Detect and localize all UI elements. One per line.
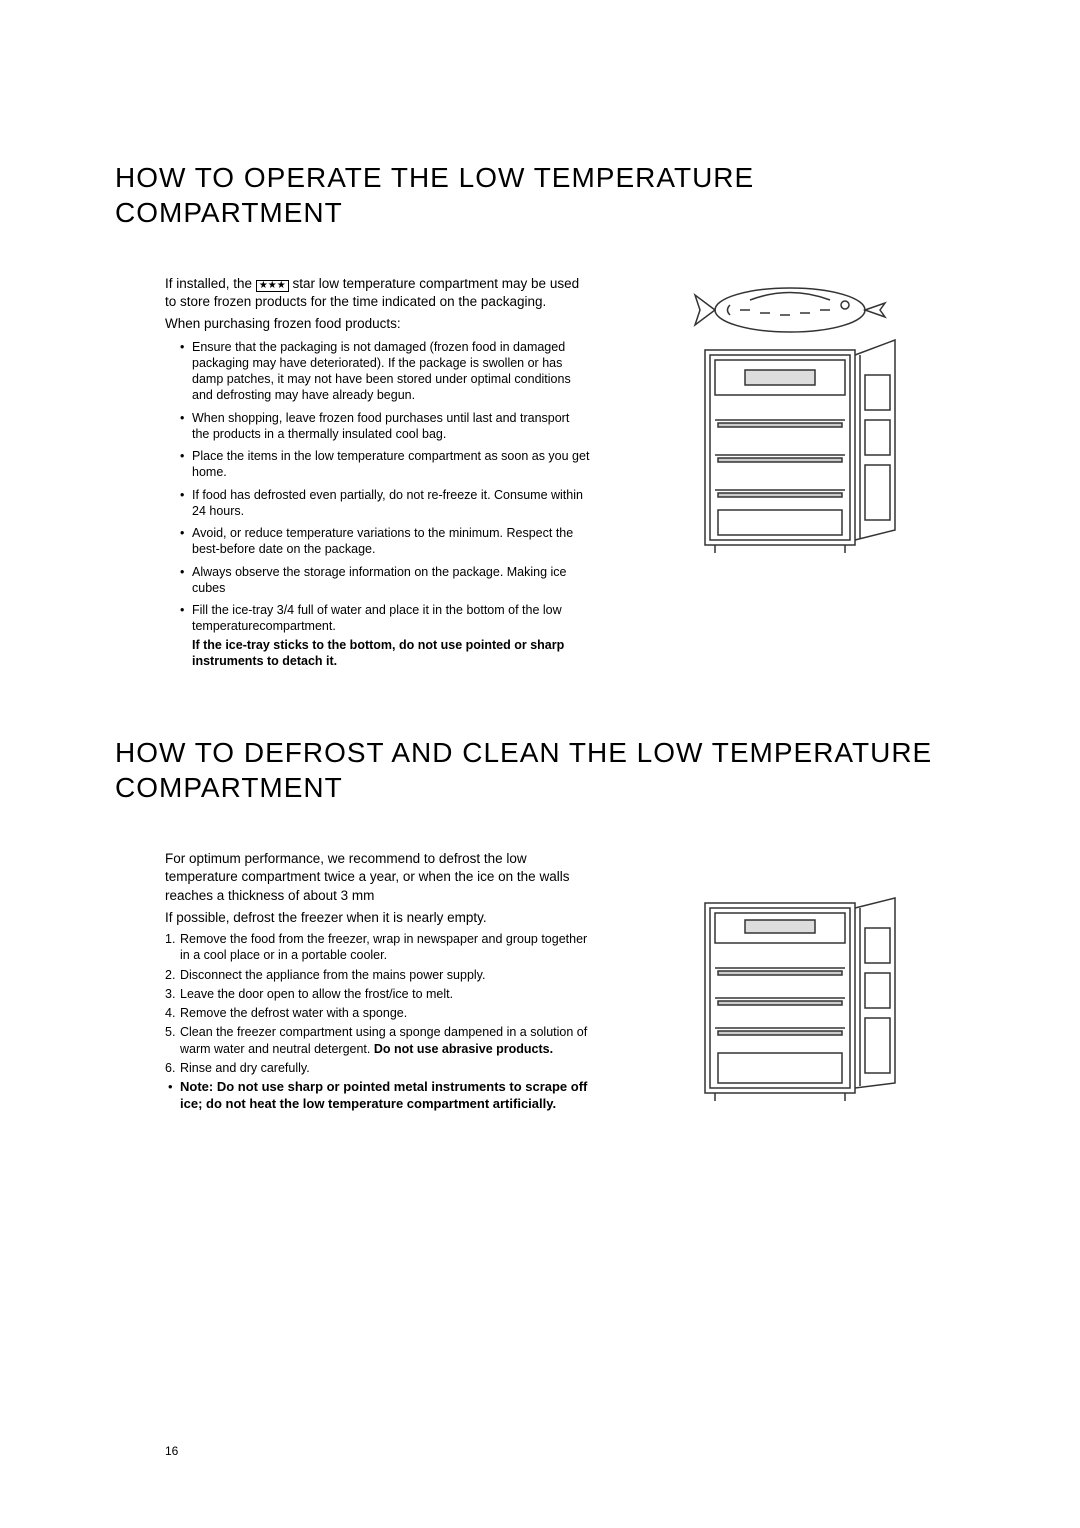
step-item: Rinse and dry carefully.	[165, 1060, 590, 1076]
section-defrost: HOW TO DEFROST AND CLEAN THE LOW TEMPERA…	[115, 735, 965, 1113]
steps-list: Remove the food from the freezer, wrap i…	[165, 931, 590, 1076]
subhead-purchasing: When purchasing frozen food products:	[165, 315, 590, 333]
step-item: Leave the door open to allow the frost/i…	[165, 986, 590, 1002]
defrost-intro-2: If possible, defrost the freezer when it…	[165, 909, 590, 927]
bullet-item: Place the items in the low temperature c…	[180, 448, 590, 481]
defrost-note: Note: Do not use sharp or pointed metal …	[165, 1079, 590, 1113]
star-icon: ★★★	[256, 280, 289, 292]
image-col-2	[625, 893, 965, 1113]
image-col-1	[625, 275, 965, 675]
fridge-illustration-1	[670, 275, 920, 555]
fridge-illustration-2	[670, 893, 920, 1103]
bullet-item: Avoid, or reduce temperature variations …	[180, 525, 590, 558]
bullet-item: Always observe the storage information o…	[180, 564, 590, 597]
step5-bold: Do not use abrasive products.	[374, 1042, 553, 1056]
content-row-1: If installed, the ★★★ star low temperatu…	[115, 275, 965, 675]
content-row-2: For optimum performance, we recommend to…	[115, 850, 965, 1113]
ice-bold: If the ice-tray sticks to the bottom, do…	[192, 637, 590, 670]
note-bold: Note: Do not use sharp or pointed metal …	[180, 1079, 587, 1111]
defrost-intro-1: For optimum performance, we recommend to…	[165, 850, 590, 905]
bullet-item: Ensure that the packaging is not damaged…	[180, 339, 590, 404]
bullet-item-ice: Fill the ice-tray 3/4 full of water and …	[180, 602, 590, 669]
heading-operate: HOW TO OPERATE THE LOW TEMPERATURE COMPA…	[115, 160, 965, 230]
step-item: Remove the food from the freezer, wrap i…	[165, 931, 590, 964]
bullet-item: If food has defrosted even partially, do…	[180, 487, 590, 520]
text-col-2: For optimum performance, we recommend to…	[115, 850, 590, 1113]
step-item: Remove the defrost water with a sponge.	[165, 1005, 590, 1021]
ice-text: Fill the ice-tray 3/4 full of water and …	[192, 603, 562, 633]
heading-defrost: HOW TO DEFROST AND CLEAN THE LOW TEMPERA…	[115, 735, 965, 805]
intro-paragraph: If installed, the ★★★ star low temperatu…	[165, 275, 590, 311]
text-col-1: If installed, the ★★★ star low temperatu…	[115, 275, 590, 675]
section-operate: HOW TO OPERATE THE LOW TEMPERATURE COMPA…	[115, 160, 965, 675]
step-item-5: Clean the freezer compartment using a sp…	[165, 1024, 590, 1057]
intro-before: If installed, the	[165, 276, 256, 291]
page-number: 16	[165, 1444, 178, 1458]
step-item: Disconnect the appliance from the mains …	[165, 967, 590, 983]
bullet-list-1: Ensure that the packaging is not damaged…	[165, 339, 590, 670]
bullet-item: When shopping, leave frozen food purchas…	[180, 410, 590, 443]
